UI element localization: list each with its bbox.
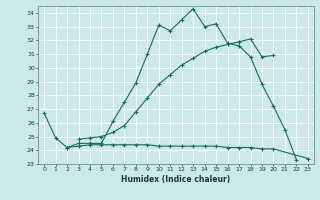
X-axis label: Humidex (Indice chaleur): Humidex (Indice chaleur)	[121, 175, 231, 184]
